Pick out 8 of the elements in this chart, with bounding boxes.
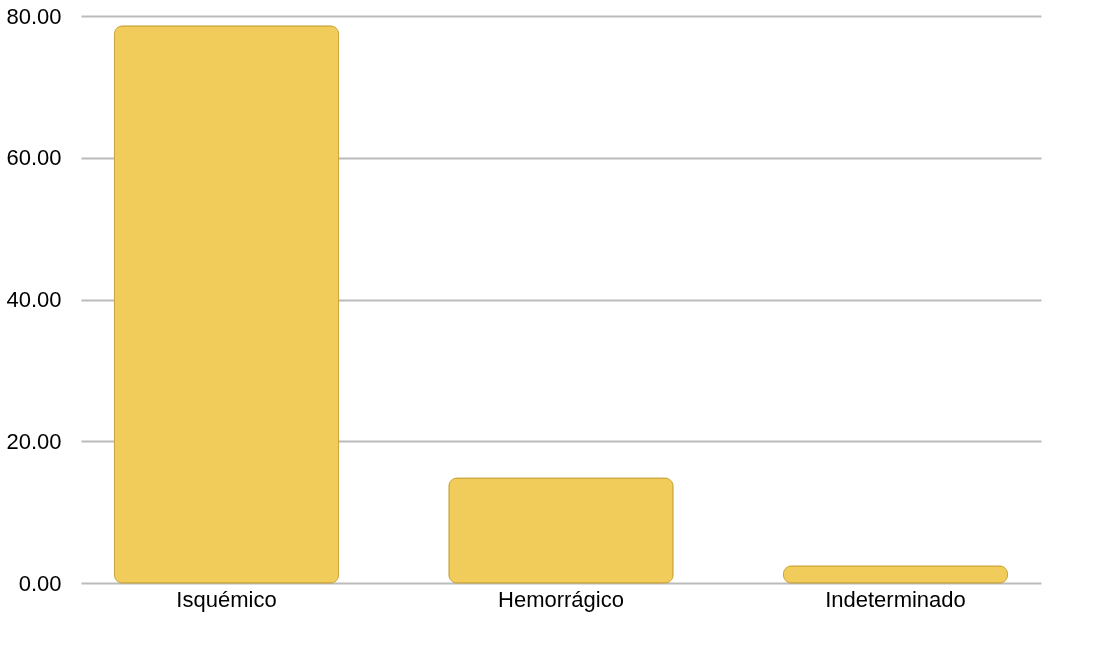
y-tick-label: 40.00 (6, 287, 62, 312)
y-tick-label: 60.00 (6, 145, 62, 171)
y-tick-label: 0.00 (18, 570, 62, 596)
x-tick-label: Indeterminado (825, 586, 966, 612)
x-tick-label: Hemorrágico (498, 586, 624, 612)
y-tick-label: 80.00 (6, 3, 62, 29)
x-tick-label: Isquémico (176, 586, 277, 612)
y-tick-label: 20.00 (6, 428, 62, 454)
